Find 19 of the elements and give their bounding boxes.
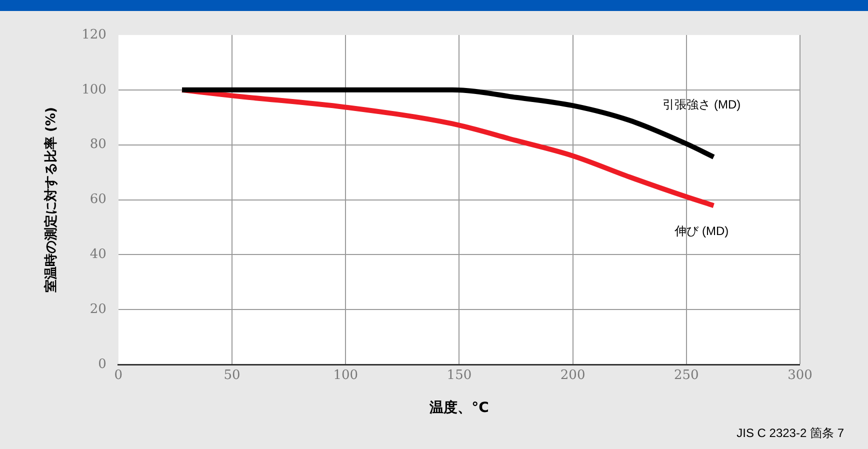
y-tick-label: 120 — [82, 27, 106, 42]
series-label: 伸び (MD) — [674, 224, 729, 238]
series-label: 引張強さ (MD) — [662, 97, 741, 112]
x-tick-label: 50 — [224, 368, 240, 383]
y-axis-title: 室温時の測定に対する比率 (%) — [43, 107, 60, 293]
x-tick-label: 0 — [114, 368, 123, 383]
y-tick-label: 80 — [90, 137, 106, 152]
y-tick-label: 20 — [90, 302, 106, 318]
x-axis-title: 温度、°C — [428, 399, 489, 416]
x-tick-label: 100 — [333, 368, 358, 383]
x-tick-label: 150 — [446, 368, 472, 383]
x-tick-label: 300 — [788, 368, 812, 383]
text: JIS C 2323-2 箇条 7 — [736, 426, 844, 440]
y-tick-label: 100 — [82, 82, 106, 98]
x-tick-label: 200 — [560, 368, 586, 383]
y-tick-label: 60 — [90, 192, 106, 208]
y-tick-label: 0 — [98, 356, 106, 372]
y-tick-label: 40 — [90, 247, 106, 262]
x-tick-label: 250 — [674, 368, 699, 383]
